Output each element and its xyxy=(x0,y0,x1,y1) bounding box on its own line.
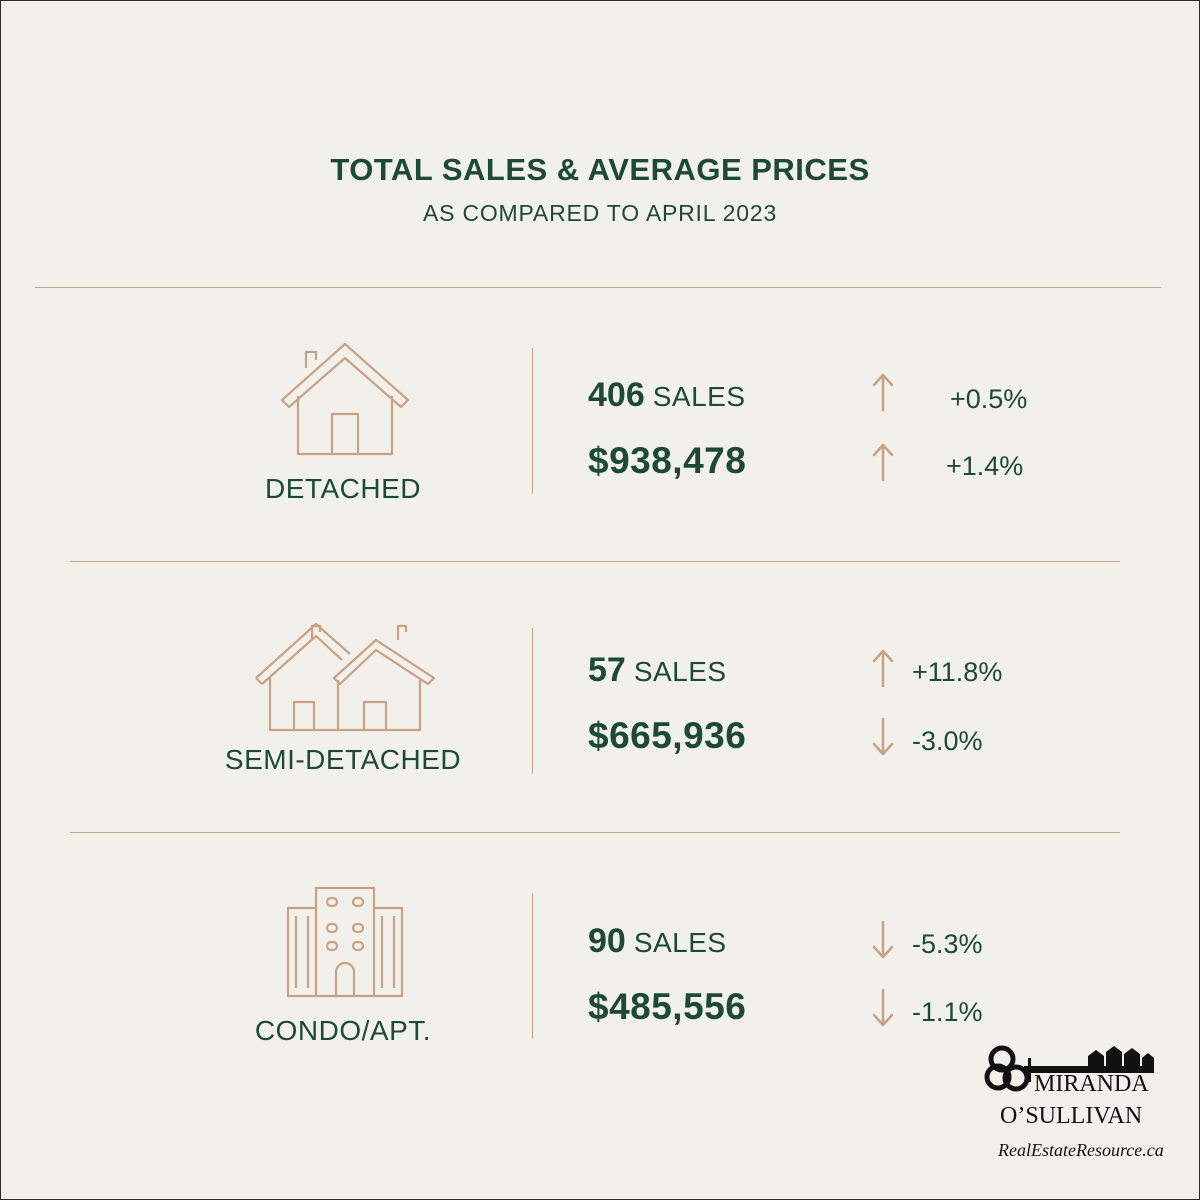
arrow-down-icon xyxy=(872,988,894,1027)
sales-count-value: 90 xyxy=(588,922,626,960)
page-title: TOTAL SALES & AVERAGE PRICES xyxy=(330,152,870,187)
arrow-down-icon xyxy=(872,717,894,756)
sales-count-value: 406 xyxy=(588,376,645,414)
logo-website: RealEstateResource.ca xyxy=(998,1140,1164,1160)
sales-count: 406 SALES xyxy=(588,376,746,415)
arrow-up-icon xyxy=(872,373,894,412)
sales-count: 57 SALES xyxy=(588,651,727,690)
price-change: -1.1% xyxy=(912,997,983,1027)
column-divider xyxy=(532,628,533,774)
category-label: DETACHED xyxy=(265,473,421,504)
sales-change: -5.3% xyxy=(912,929,983,959)
row-divider-1 xyxy=(70,561,1120,562)
arrow-up-icon xyxy=(872,649,894,688)
price-change: -3.0% xyxy=(912,726,983,756)
arrow-up-icon xyxy=(872,443,894,482)
arrow-down-icon xyxy=(872,920,894,959)
sales-unit: SALES xyxy=(633,656,727,687)
column-divider xyxy=(532,893,533,1039)
house-icon xyxy=(280,342,410,456)
sales-count-value: 57 xyxy=(588,651,626,689)
top-divider xyxy=(35,287,1161,288)
average-price: $485,556 xyxy=(588,986,747,1027)
column-divider xyxy=(532,348,533,494)
average-price: $665,936 xyxy=(588,715,747,756)
sales-unit: SALES xyxy=(633,927,727,958)
sales-count: 90 SALES xyxy=(588,922,727,961)
logo-name-line1: MIRANDA xyxy=(1034,1071,1149,1097)
sales-change: +0.5% xyxy=(950,384,1028,414)
page-subtitle: AS COMPARED TO APRIL 2023 xyxy=(422,200,778,226)
sales-change: +11.8% xyxy=(912,657,1003,687)
semi-detached-houses-icon xyxy=(255,622,436,732)
logo-name-line2: O’SULLIVAN xyxy=(1000,1103,1143,1129)
apartment-building-icon xyxy=(286,886,404,998)
price-change: +1.4% xyxy=(946,451,1024,481)
average-price: $938,478 xyxy=(588,440,747,481)
sales-unit: SALES xyxy=(652,381,746,412)
category-label: CONDO/APT. xyxy=(254,1015,432,1046)
category-label: SEMI-DETACHED xyxy=(224,744,462,775)
key-with-houses-logo-icon xyxy=(984,1045,1154,1092)
row-divider-2 xyxy=(70,832,1120,833)
